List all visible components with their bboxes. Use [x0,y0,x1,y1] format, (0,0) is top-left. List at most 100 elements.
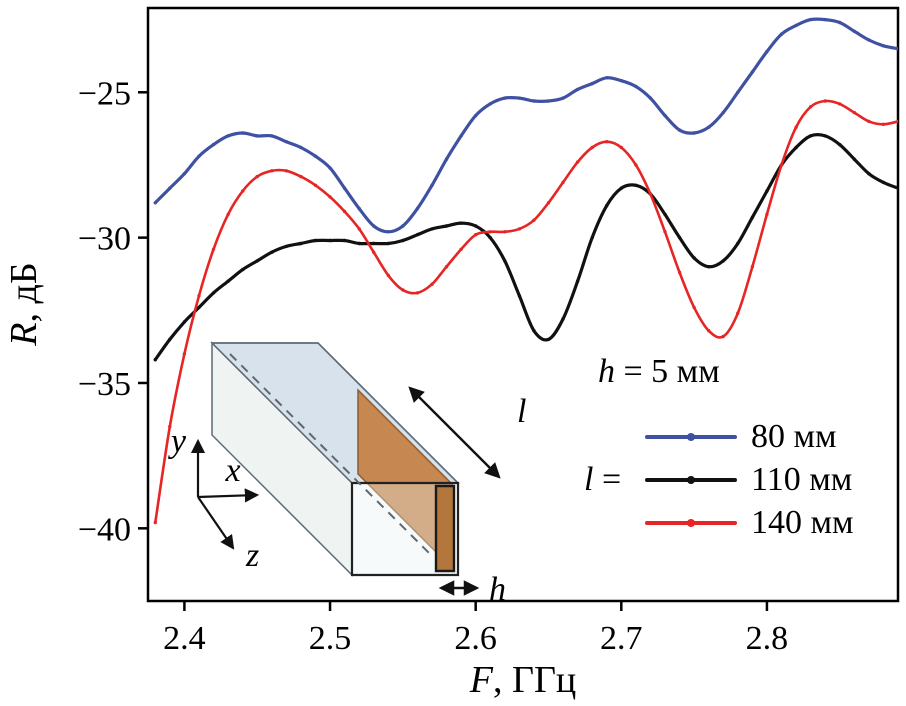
data-point-marker [357,206,361,211]
y-axis-label: y [168,423,187,460]
x-axis-arrow [197,488,260,503]
data-point-marker [823,134,827,138]
data-point-marker [881,44,886,48]
waveguide-inset: l h y x z [168,341,526,608]
legend-entry-140mm: 140 мм [645,502,854,544]
data-point-marker [648,192,653,196]
data-point-marker [721,110,725,115]
data-point-marker [532,99,536,103]
z-axis-label: z [245,537,259,574]
data-point-marker [896,47,898,51]
data-point-marker [197,294,201,298]
data-point-marker [605,140,609,144]
data-point-marker [313,154,318,158]
data-point-marker [211,247,216,251]
data-point-marker [459,134,463,138]
data-point-marker [575,279,580,283]
data-point-marker [415,233,420,237]
data-point-marker [488,102,492,106]
data-point-marker [197,154,201,158]
data-point-marker [255,259,259,263]
data-point-marker [765,49,769,54]
series-line [153,17,898,234]
data-point-marker [692,131,696,135]
data-point-marker [270,169,274,173]
data-point-marker [270,250,274,254]
data-point-marker [575,160,580,164]
data-point-marker [838,142,842,147]
data-point-marker [197,305,201,310]
data-point-marker [881,180,886,185]
plot-frame [146,6,900,603]
series-80 мм [153,17,898,234]
data-point-marker [532,218,536,222]
data-point-marker [721,334,725,339]
data-point-marker [677,270,682,275]
data-point-marker [386,230,390,234]
data-point-marker [736,311,740,315]
y-tick-label: −25 [78,75,131,112]
data-point-marker [765,189,769,193]
data-point-marker [299,145,303,150]
legend-h-note: h = 5 мм [598,353,720,390]
data-point-marker [342,186,347,190]
data-point-marker [561,317,565,321]
data-point-marker [372,241,376,246]
data-point-marker [226,134,230,138]
data-point-marker [153,520,157,525]
y-tick-label: −30 [78,221,131,258]
data-point-marker [328,166,332,170]
coordinate-axes: y x z [168,423,259,574]
data-point-marker [590,81,594,86]
data-point-marker [590,235,594,240]
x-tick-label: 2.5 [309,620,352,657]
data-point-marker [503,259,507,263]
data-point-marker [561,96,565,100]
data-point-marker [313,238,318,243]
data-point-marker [663,230,667,234]
x-tick-label: 2.4 [163,620,206,657]
data-point-marker [823,99,827,103]
x-axis-title: F, ГГц [469,659,577,701]
data-point-marker [488,235,492,240]
z-axis-arrow [197,496,235,550]
data-point-marker [444,265,449,269]
data-point-marker [546,337,551,342]
data-point-marker [881,122,886,127]
data-point-marker [415,206,420,211]
legend-label-110mm: 110 мм [751,461,853,498]
x-tick-label: 2.6 [454,620,497,657]
y-axis-title: R, дБ [3,262,45,346]
data-point-marker [357,241,361,246]
data-point-marker [852,157,856,161]
data-point-marker [765,212,769,217]
l-dimension-label: l [517,393,526,430]
data-point-marker [575,87,580,92]
data-point-marker [736,90,740,95]
data-point-marker [750,215,755,219]
data-point-marker [255,134,259,138]
data-point-marker [153,358,157,362]
data-point-marker [721,259,725,263]
data-point-marker [750,265,755,269]
data-point-marker [707,265,711,269]
data-point-marker [241,267,245,272]
y-tick-label: −40 [78,511,131,548]
data-point-marker [372,250,376,254]
data-point-marker [532,329,536,333]
data-point-marker [284,169,288,173]
data-point-marker [226,212,230,217]
data-point-marker [517,227,522,231]
data-point-marker [677,128,682,132]
x-tick-label: 2.7 [600,620,643,657]
data-point-marker [663,212,667,217]
data-point-marker [182,172,187,176]
data-point-marker [357,227,361,231]
data-point-marker [241,189,245,193]
data-point-marker [794,125,798,129]
y-tick-label: −35 [78,366,131,403]
data-point-marker [605,204,609,208]
data-point-marker [415,291,420,295]
data-point-marker [692,305,696,310]
